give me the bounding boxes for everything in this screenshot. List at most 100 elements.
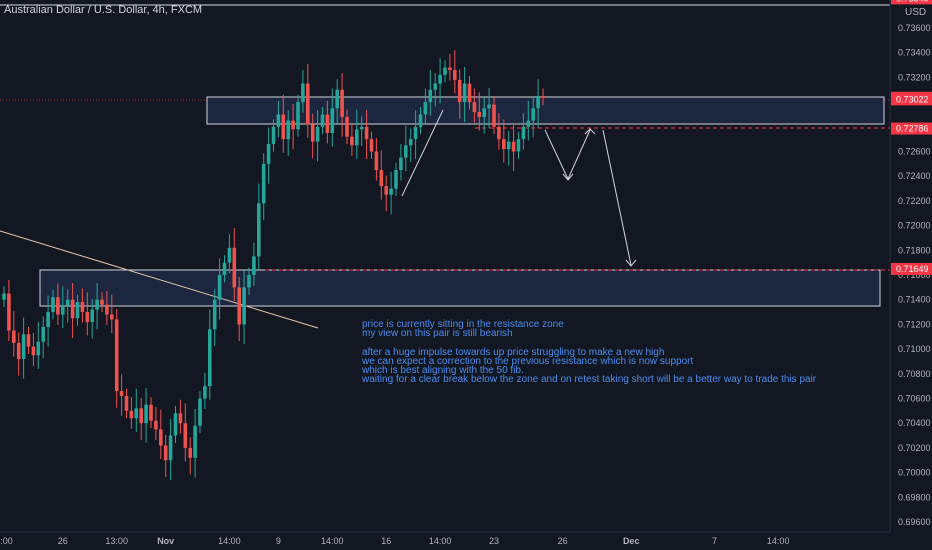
candle-body <box>467 83 472 103</box>
x-tick-label: 14:00 <box>429 536 452 546</box>
candle-body <box>531 108 535 121</box>
support-zone[interactable] <box>39 269 881 307</box>
candle-body <box>105 304 109 315</box>
candle-body <box>110 314 114 320</box>
candle-body <box>257 203 261 257</box>
projection-arrows[interactable] <box>544 128 637 267</box>
candle-body <box>462 83 467 103</box>
candle-body <box>487 104 491 109</box>
x-tick-label: 14:00 <box>218 536 241 546</box>
candle-body <box>188 447 192 458</box>
candle-body <box>541 95 545 98</box>
candle-body <box>168 435 173 461</box>
candle-body <box>26 334 31 347</box>
y-tick-label: 0.70200 <box>898 443 931 453</box>
price-label-bg <box>891 122 932 135</box>
currency-badge-bg <box>895 5 930 19</box>
price-label-bg <box>891 0 932 5</box>
candle-body <box>80 302 85 313</box>
y-tick-label: 0.73400 <box>898 48 931 58</box>
candle-body <box>330 108 335 133</box>
x-tick-label: 9 <box>276 536 281 546</box>
annotation-note[interactable]: price is currently sitting in the resist… <box>362 319 817 386</box>
candle-body <box>61 305 65 315</box>
candle-body <box>448 67 452 70</box>
candle-body <box>212 299 217 330</box>
candle-body <box>232 247 237 288</box>
candle-body <box>65 299 70 306</box>
candle-body <box>154 420 158 430</box>
candle-body <box>428 89 433 103</box>
x-tick-label: Dec <box>623 536 640 546</box>
annotation-line: we can expect a correction to the previo… <box>362 355 694 367</box>
y-tick-label: 0.71400 <box>898 295 931 305</box>
y-tick-label: 0.69600 <box>898 517 931 527</box>
candle-body <box>310 124 315 142</box>
candle-body <box>482 108 486 117</box>
candle-body <box>315 126 320 142</box>
candle-body <box>506 141 511 150</box>
y-tick-label: 0.70000 <box>898 468 931 478</box>
candle-body <box>70 299 75 319</box>
chart-title: Australian Dollar / U.S. Dollar, 4h, FXC… <box>4 4 203 16</box>
y-tick-label: 0.70600 <box>898 394 931 404</box>
projection-leg-3 <box>602 129 632 266</box>
price-label: 0.73840 <box>896 0 929 3</box>
candle-body <box>31 346 36 356</box>
candle-body <box>281 114 286 140</box>
candle-body <box>457 79 462 103</box>
candle-body <box>359 126 364 130</box>
y-tick-label: 0.71200 <box>898 319 931 329</box>
candle-body <box>433 83 437 90</box>
candle-body <box>217 275 222 300</box>
projection-leg-2 <box>567 129 591 180</box>
candle-body <box>149 404 153 421</box>
candle-body <box>16 342 21 359</box>
annotation-line: waiting for a clear break below the zone… <box>362 374 817 386</box>
candle-body <box>203 386 207 399</box>
candle-body <box>124 396 129 411</box>
candle-body <box>183 423 188 448</box>
x-tick-label: 3:00 <box>0 536 13 546</box>
candle-body <box>12 330 16 343</box>
rising-trendline[interactable] <box>401 109 444 197</box>
y-tick-label: 0.71600 <box>898 270 931 280</box>
candle-body <box>472 102 477 112</box>
candle-body <box>134 408 139 419</box>
candle-body <box>36 341 41 356</box>
candle-body <box>438 74 442 84</box>
candle-body <box>350 136 354 146</box>
candle-body <box>335 89 339 109</box>
candle-body <box>502 139 506 150</box>
candle-body <box>75 302 80 319</box>
candle-body <box>163 445 168 461</box>
candle-body <box>291 120 295 130</box>
candle-body <box>119 391 124 397</box>
candle-body <box>453 69 457 80</box>
candle-body <box>306 83 310 125</box>
resistance-zone[interactable] <box>206 96 885 125</box>
candle-body <box>85 312 90 322</box>
projection-leg-1 <box>544 129 569 180</box>
annotation-line: which is best aligning with the 50 fib. <box>362 364 524 376</box>
x-tick-label: 23 <box>489 536 499 546</box>
candle-body <box>261 163 266 204</box>
candle-body <box>100 299 104 305</box>
candle-body <box>492 104 496 127</box>
x-tick-label: 26 <box>558 536 568 546</box>
candle-body <box>443 67 447 75</box>
candles-group <box>2 50 545 481</box>
arrowhead-2 <box>584 128 596 135</box>
y-tick-label: 0.71000 <box>898 344 931 354</box>
y-tick-label: 0.70800 <box>898 369 931 379</box>
y-tick-label: 0.73600 <box>898 23 931 33</box>
descending-trendline[interactable] <box>0 230 319 329</box>
candle-body <box>7 293 11 331</box>
candle-body <box>516 139 521 152</box>
candle-body <box>374 151 379 171</box>
candle-body <box>355 129 359 146</box>
currency-badge[interactable]: USD <box>905 7 926 18</box>
time-axis[interactable]: 3:00 26 13:00 Nov 14:00 9 14:00 16 14:00 23 26 Dec 7… <box>0 531 890 546</box>
candle-body <box>536 95 540 109</box>
